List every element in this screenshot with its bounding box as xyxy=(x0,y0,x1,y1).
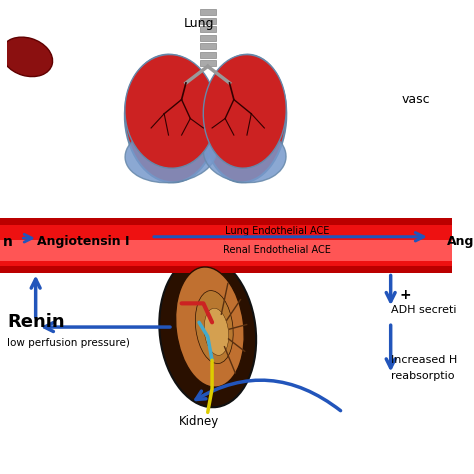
Ellipse shape xyxy=(125,55,217,168)
Ellipse shape xyxy=(175,267,244,387)
Text: Angiotensin I: Angiotensin I xyxy=(37,235,130,248)
Text: n: n xyxy=(3,235,13,248)
Ellipse shape xyxy=(204,308,228,356)
Bar xyxy=(200,60,216,66)
Ellipse shape xyxy=(203,55,286,168)
Ellipse shape xyxy=(125,55,217,182)
Text: Kidney: Kidney xyxy=(179,415,219,428)
Ellipse shape xyxy=(159,256,256,407)
Bar xyxy=(0,240,452,261)
Text: low perfusion pressure): low perfusion pressure) xyxy=(8,337,130,348)
Ellipse shape xyxy=(1,37,53,77)
Text: Ang: Ang xyxy=(447,235,474,248)
Bar xyxy=(200,43,216,49)
Bar xyxy=(200,26,216,32)
Bar xyxy=(0,218,452,273)
Text: Renin: Renin xyxy=(8,313,65,331)
Ellipse shape xyxy=(203,55,286,182)
Bar xyxy=(0,225,452,266)
Text: Renal Endothelial ACE: Renal Endothelial ACE xyxy=(223,245,331,255)
Text: vasc: vasc xyxy=(401,93,430,106)
Text: reabsorptio: reabsorptio xyxy=(391,371,454,381)
Text: ADH secreti: ADH secreti xyxy=(391,305,456,316)
Ellipse shape xyxy=(125,126,216,182)
Ellipse shape xyxy=(195,291,233,364)
Bar xyxy=(200,18,216,24)
Text: +: + xyxy=(400,288,411,302)
Bar xyxy=(200,9,216,15)
Ellipse shape xyxy=(203,126,286,182)
Text: Increased H: Increased H xyxy=(391,355,457,365)
Bar xyxy=(200,52,216,58)
Text: Lung: Lung xyxy=(184,17,214,29)
Bar xyxy=(200,35,216,41)
Text: Lung Endothelial ACE: Lung Endothelial ACE xyxy=(225,226,329,236)
